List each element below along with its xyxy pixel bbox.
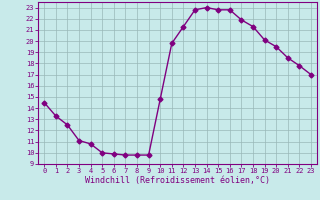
X-axis label: Windchill (Refroidissement éolien,°C): Windchill (Refroidissement éolien,°C) — [85, 176, 270, 185]
